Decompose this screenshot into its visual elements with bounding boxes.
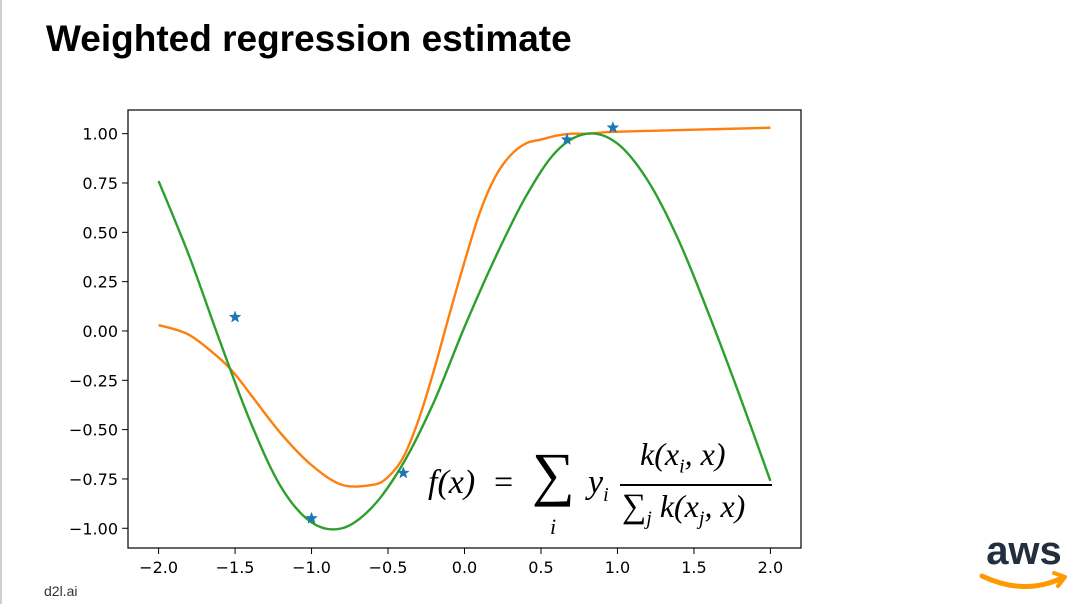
regression-formula: f(x) = ∑ i yi k(xi, x) ∑j k(xj, x)	[428, 436, 778, 546]
x-tick-label: 0.0	[452, 558, 477, 577]
formula-equals: =	[494, 464, 514, 501]
aws-logo-text: aws	[986, 530, 1062, 573]
formula-denominator-sum-sub: j	[646, 507, 652, 530]
y-tick-label: 0.50	[82, 223, 118, 242]
scatter-point	[396, 466, 410, 479]
formula-numerator: k(xi, x)	[640, 436, 725, 478]
y-tick-label: −0.75	[69, 470, 118, 489]
formula-numerator-head: k(x	[640, 436, 680, 472]
formula-denominator-tail: , x)	[704, 488, 746, 524]
y-tick-label: −1.00	[69, 519, 118, 538]
formula-denominator-sub: j	[698, 507, 705, 530]
y-tick-label: 0.25	[82, 273, 118, 292]
slide-title: Weighted regression estimate	[46, 18, 572, 59]
formula-denominator: ∑j k(xj, x)	[622, 488, 745, 530]
formula-y: yi	[588, 464, 609, 507]
aws-arrow-icon	[1052, 571, 1067, 588]
footer-site: d2l.ai	[44, 583, 78, 599]
y-tick-label: 1.00	[82, 125, 118, 144]
x-tick-label: −1.0	[292, 558, 331, 577]
formula-denominator-head: k(x	[651, 488, 699, 524]
formula-numerator-sub: i	[679, 455, 685, 478]
x-tick-label: 1.0	[605, 558, 630, 577]
formula-y-symbol: y	[588, 464, 604, 501]
x-tick-label: −1.5	[216, 558, 255, 577]
aws-logo: aws	[979, 530, 1067, 589]
scatter-point	[228, 310, 242, 323]
x-tick-label: 2.0	[758, 558, 783, 577]
x-tick-label: 0.5	[528, 558, 553, 577]
formula-sum-index: i	[550, 514, 557, 539]
formula-y-sub: i	[603, 483, 609, 506]
scatter-point	[606, 121, 620, 134]
x-tick-label: 1.5	[681, 558, 706, 577]
x-tick-label: −0.5	[369, 558, 408, 577]
y-tick-label: −0.50	[69, 421, 118, 440]
formula-fraction-line	[620, 484, 772, 486]
series-line-orange	[158, 126, 771, 488]
y-tick-label: 0.00	[82, 322, 118, 341]
formula-fx: f(x)	[428, 464, 476, 501]
aws-smile-icon	[979, 573, 1065, 589]
scatter-point	[305, 511, 318, 524]
formula-sum: ∑	[532, 441, 575, 507]
series-line-green	[157, 132, 772, 531]
scatter-point	[560, 132, 574, 146]
y-tick-label: 0.75	[82, 174, 118, 193]
y-tick-label: −0.25	[69, 371, 118, 390]
formula-numerator-tail: , x)	[684, 436, 726, 472]
x-tick-label: −2.0	[139, 558, 178, 577]
formula-denominator-sum: ∑	[622, 488, 647, 525]
